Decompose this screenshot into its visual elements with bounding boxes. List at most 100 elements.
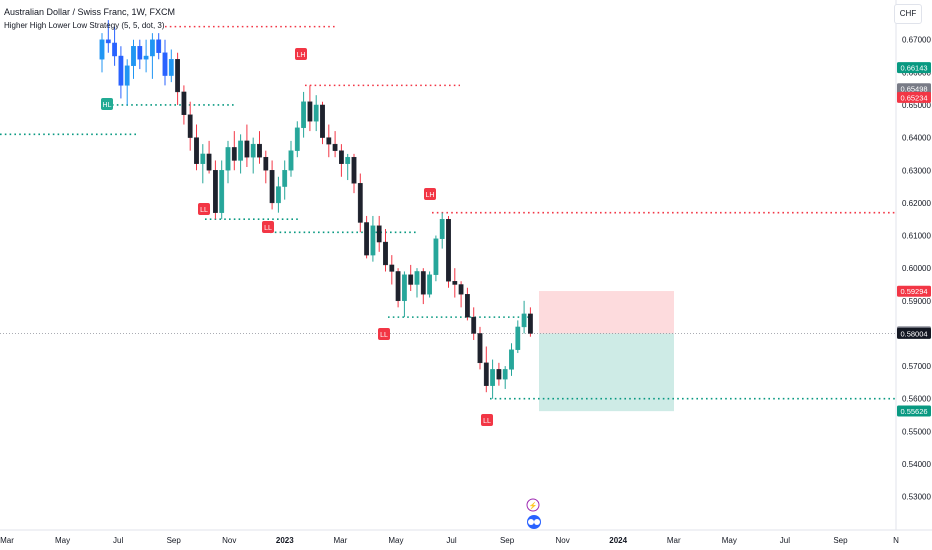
currency-button[interactable]: CHF (894, 4, 922, 24)
symbol-title[interactable]: Australian Dollar / Swiss Franc, 1W, FXC… (4, 7, 176, 17)
candle-body (250, 143, 256, 158)
candle-body (521, 313, 527, 328)
stop-loss-zone (539, 291, 674, 334)
price-label: 0.65234 (900, 93, 927, 102)
candle-body (408, 274, 414, 285)
candle-body (118, 55, 124, 86)
x-tick-label: Sep (500, 536, 515, 545)
candle-body (345, 156, 351, 164)
indicator-title[interactable]: Higher High Lower Low Strategy (5, 5, do… (4, 21, 165, 30)
price-label: 0.58004 (900, 329, 927, 338)
candle-body (515, 326, 521, 350)
x-tick-label: Nov (556, 536, 570, 545)
candle-body (313, 104, 319, 122)
economic-event-dot (528, 519, 534, 525)
candle-body (294, 127, 300, 151)
candle-body (263, 156, 269, 171)
candle-body (477, 333, 483, 364)
price-label-badge (897, 405, 931, 417)
pivot-marker-label: LL (380, 332, 388, 339)
candle-body (156, 39, 162, 53)
candle-body (320, 104, 325, 138)
y-tick-label: 0.61000 (902, 232, 931, 241)
candle-body (219, 170, 225, 213)
y-tick-label: 0.54000 (902, 460, 931, 469)
candle-body (490, 369, 495, 386)
candle-body (502, 369, 508, 380)
y-tick-label: 0.60000 (902, 264, 931, 273)
y-tick-label: 0.55000 (902, 427, 931, 436)
x-tick-label: Jul (113, 536, 123, 545)
x-tick-label: Mar (667, 536, 681, 545)
pivot-marker-label: LL (264, 225, 272, 232)
pivot-marker (424, 188, 436, 200)
price-label-badge (897, 285, 931, 297)
y-tick-label: 0.59000 (902, 297, 931, 306)
candle-body (257, 143, 262, 158)
candle-body (414, 271, 420, 285)
candle-body (433, 238, 439, 275)
pivot-marker-label: LL (200, 207, 208, 214)
candle-body (112, 42, 118, 57)
candle-body (200, 153, 206, 164)
candle-body (402, 274, 407, 302)
candle-body (458, 284, 464, 295)
price-label-badge (897, 62, 931, 74)
price-label: 0.66143 (900, 64, 927, 73)
pivot-marker (378, 328, 390, 340)
x-tick-label: Mar (333, 536, 347, 545)
candle-body (376, 225, 382, 243)
x-tick-label: May (388, 536, 403, 545)
candle-body (105, 39, 111, 44)
candle-body (124, 65, 130, 86)
candle-body (383, 241, 388, 266)
y-tick-label: 0.57000 (902, 362, 931, 371)
candle-body (137, 46, 143, 60)
candle-body (143, 55, 149, 60)
price-label: 0.59294 (900, 287, 927, 296)
candle-body (206, 153, 212, 171)
candle-body (212, 170, 218, 213)
candle-body (389, 264, 395, 272)
x-tick-label: 2023 (276, 536, 294, 545)
y-tick-label: 0.53000 (902, 493, 931, 502)
candle-body (307, 101, 313, 122)
candle-body (351, 156, 357, 184)
candle-body (496, 369, 502, 380)
candle-body (269, 170, 275, 204)
candle-body (288, 150, 294, 171)
candle-body (465, 294, 470, 318)
y-tick-label: 0.63000 (902, 166, 931, 175)
candle-body (301, 101, 306, 129)
candle-body (168, 59, 174, 76)
candle-body (149, 39, 155, 57)
candle-body (395, 271, 401, 302)
candle-body (231, 147, 237, 161)
flash-event-glyph: ⚡ (529, 501, 538, 510)
candle-body (452, 281, 458, 285)
candle-body (357, 183, 363, 223)
candle-body (162, 52, 168, 76)
pivot-marker (101, 98, 113, 110)
candle-body (509, 349, 514, 370)
pivot-marker-label: LL (483, 418, 491, 425)
x-tick-label: Sep (167, 536, 182, 545)
y-tick-label: 0.62000 (902, 199, 931, 208)
candle-body (99, 39, 105, 60)
candle-body (370, 225, 376, 256)
candle-body (439, 219, 445, 239)
candle-body (420, 271, 426, 295)
pivot-marker-label: HL (103, 102, 112, 109)
x-tick-label: May (55, 536, 70, 545)
x-tick-label: 2024 (609, 536, 627, 545)
flash-event-icon (526, 498, 540, 512)
candle-body (483, 362, 489, 386)
y-tick-label: 0.65000 (902, 101, 931, 110)
y-tick-label: 0.67000 (902, 36, 931, 45)
candle-body (332, 143, 338, 151)
candle-body (471, 316, 477, 334)
y-tick-label: 0.64000 (902, 134, 931, 143)
candle-body (282, 170, 288, 187)
candle-body (364, 222, 369, 256)
